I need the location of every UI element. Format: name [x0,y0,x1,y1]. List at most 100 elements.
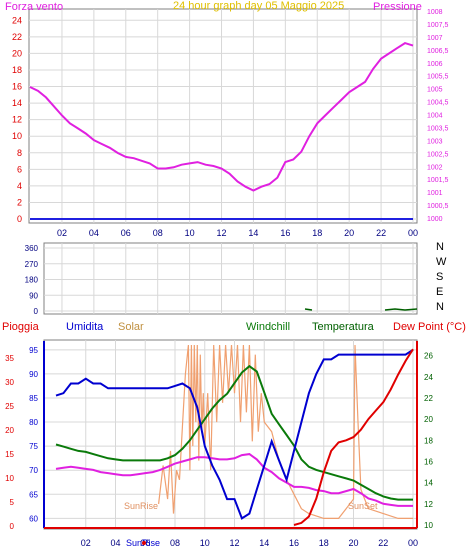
p1-right-tick-label: 1000 [427,216,443,223]
panel1-series [29,42,414,220]
pressure-wind-panel [28,8,418,224]
rain-tick-label: 10 [5,474,14,483]
p1-right-tick-label: 1005,5 [427,74,449,81]
rain-tick-label: 20 [5,426,14,435]
p1-right-tick-label: 1005 [427,87,443,94]
rain-ticks: 0 5 10 15 20 25 30 35 [5,354,14,531]
p1-left-tick-label: 14 [12,98,22,108]
p1-left-tick-label: 24 [12,15,22,25]
p1-right-tick-label: 1002,5 [427,151,449,158]
series-dew-point [55,453,413,507]
p1-right-tick-label: 1008 [427,9,443,16]
rain-tick-label: 35 [5,354,14,363]
cardinal-label: N [436,241,444,253]
p3-x-tick-label: 14 [259,538,269,548]
temperature-tick-label: 22 [424,394,433,403]
humidity-ticks: 60 65 70 75 80 85 90 95 [29,346,38,524]
temperature-tick-label: 26 [424,352,433,361]
sunrise-marker [142,541,146,545]
cardinal-label: N [436,301,444,313]
p1-x-tick-label: 10 [185,228,195,238]
p1-x-tick-label: 04 [89,228,99,238]
cardinal-label: S [436,271,443,283]
humidity-tick-label: 65 [29,490,38,499]
panel3-series [55,344,414,526]
p1-right-tick-label: 1002 [427,164,443,171]
wind-strength-label: Forza vento [5,1,63,13]
p1-right-tick-label: 1006 [427,61,443,68]
p1-x-tick-label: 14 [248,228,258,238]
humidity-tick-label: 75 [29,442,38,451]
temperature-tick-label: 12 [424,500,433,509]
temperature-tick-label: 14 [424,479,433,488]
p1-x-tick-label: 18 [312,228,322,238]
rain-tick-label: 15 [5,450,14,459]
p3-x-tick-label: 18 [319,538,329,548]
humidity-tick-label: 95 [29,346,38,355]
p1-left-tick-label: 10 [12,131,22,141]
p1-x-tick-label: 00 [408,228,418,238]
p1-left-tick-label: 12 [12,115,22,125]
p1-x-tick-label: 02 [57,228,67,238]
rain-label: Pioggia [2,321,40,333]
p1-right-tick-label: 1007 [427,35,443,42]
pressure-label: Pressione [373,1,422,13]
p1-x-tick-label: 16 [280,228,290,238]
p3-x-tick-label: 20 [348,538,358,548]
series-pressione [29,42,414,192]
p3-x-tick-label: 10 [200,538,210,548]
p1-right-tick-label: 1007,5 [427,22,449,29]
rain-tick-label: 30 [5,378,14,387]
p1-left-tick-label: 22 [12,32,22,42]
series-solar [158,344,413,519]
humidity-tick-label: 60 [29,514,38,523]
windchill-label: Windchill [246,321,290,333]
cardinal-label: E [436,286,443,298]
p1-x-tick-label: 08 [153,228,163,238]
p1-left-tick-label: 2 [17,197,22,207]
p1-right-tick-label: 1006,5 [427,48,449,55]
p1-right-tick-label: 1003 [427,138,443,145]
series-umidita [55,348,414,520]
p1-left-tick-label: 0 [17,214,22,224]
p1-x-tick-label: 06 [121,228,131,238]
humidity-tick-label: 90 [29,370,38,379]
sunrise-label: SunRise [124,501,158,511]
cardinal-label: W [436,256,447,268]
sunset-label: SunSet [348,501,378,511]
p3-x-tick-label: 22 [378,538,388,548]
p3-x-tick-label: 12 [229,538,239,548]
p2-y-tick-label: 90 [29,291,38,300]
p1-left-tick-label: 4 [17,181,22,191]
temperature-tick-label: 24 [424,373,433,382]
temperature-label: Temperatura [312,321,375,333]
dewpoint-label: Dew Point (°C) [393,321,466,333]
p1-right-tick-label: 1001 [427,190,443,197]
chart-title: 24 hour graph day 05 Maggio 2025 [173,0,344,12]
p1-x-tick-label: 12 [217,228,227,238]
p1-left-tick-label: 20 [12,48,22,58]
wind-direction-panel [43,242,418,315]
p1-right-tick-label: 1003,5 [427,125,449,132]
p3-x-tick-label: 04 [110,538,120,548]
p3-x-tick-label: 02 [81,538,91,548]
solar-label: Solar [118,321,144,333]
temperature-tick-label: 18 [424,436,433,445]
humidity-label: Umidita [66,321,104,333]
panel1-x-ticks: 02 04 06 08 10 12 14 16 18 20 22 00 [57,228,418,238]
panel2-grid [44,243,417,314]
p1-x-tick-label: 20 [344,228,354,238]
rain-tick-label: 0 [10,522,15,531]
humidity-tick-label: 85 [29,394,38,403]
p3-x-tick-label: 00 [408,538,418,548]
temperature-tick-label: 16 [424,457,433,466]
temperature-tick-label: 20 [424,415,433,424]
series-temperatura [293,348,414,526]
p2-y-tick-label: 180 [25,276,39,285]
p1-left-tick-label: 8 [17,148,22,158]
p2-y-tick-label: 270 [25,260,39,269]
